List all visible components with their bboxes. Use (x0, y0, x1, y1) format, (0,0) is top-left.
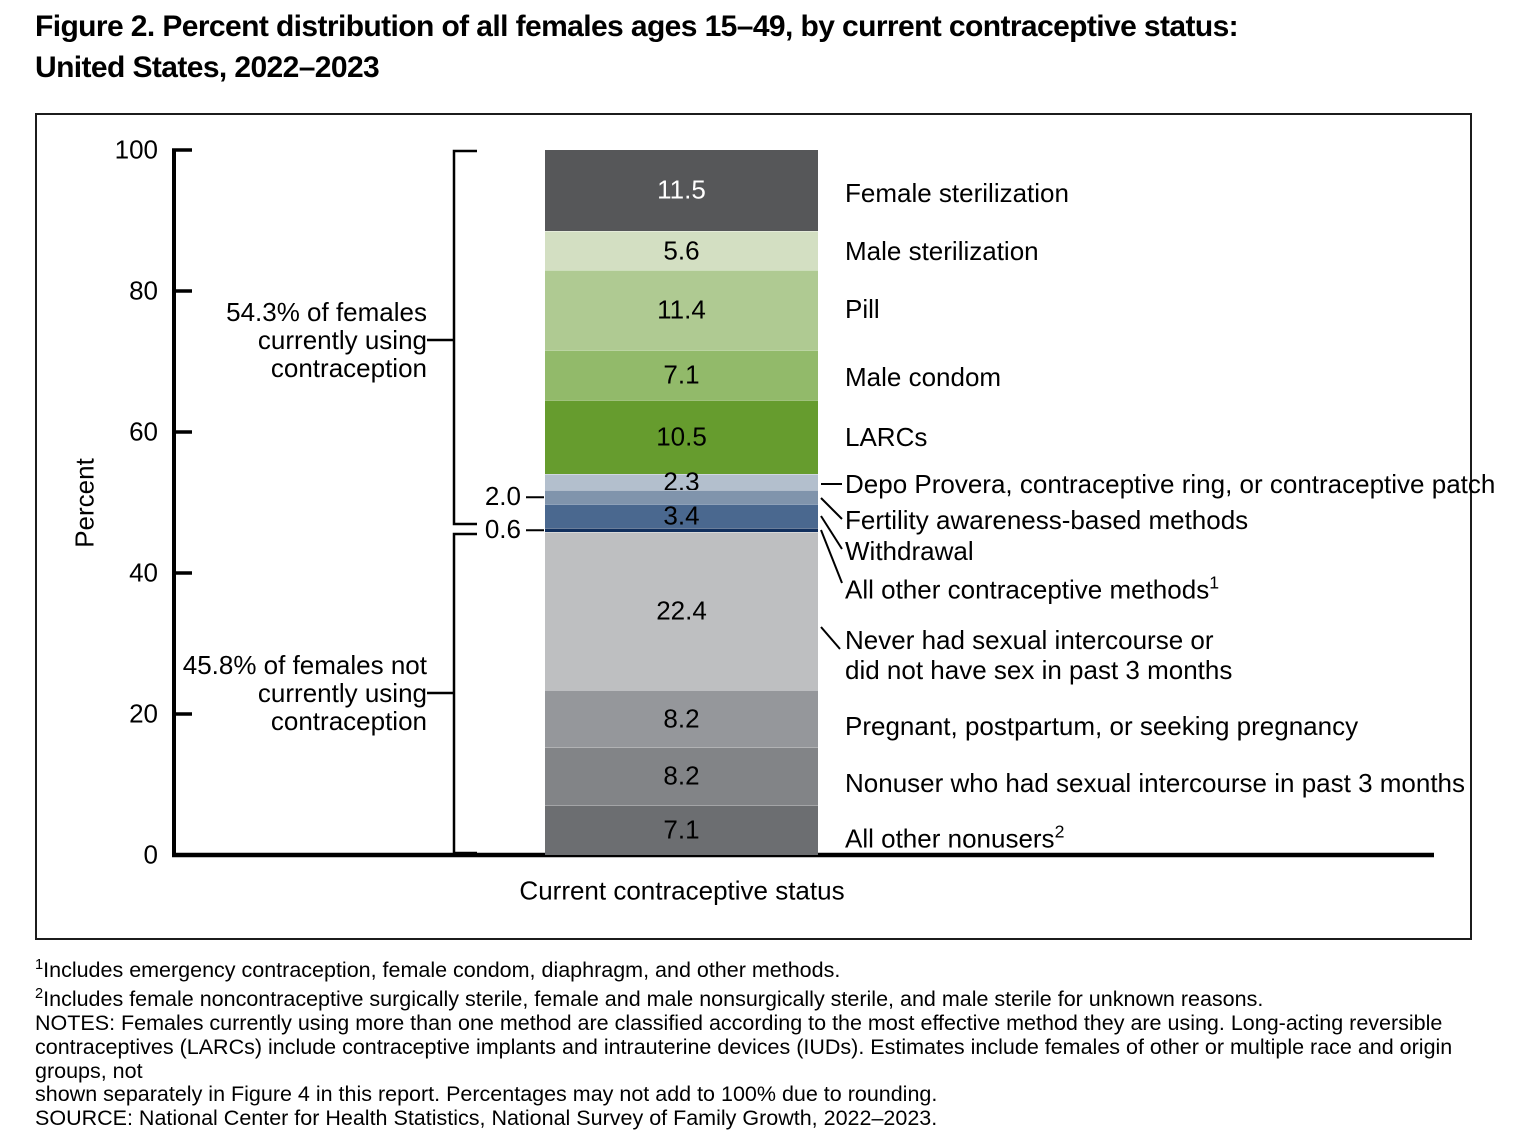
segment-label-sup: 2 (1054, 821, 1065, 842)
segment-label-line: Never had sexual intercourse or (845, 625, 1214, 655)
segment-label-10: Pregnant, postpartum, or seeking pregnan… (845, 711, 1359, 741)
figure-title-line-2: United States, 2022–2023 (35, 51, 380, 84)
segment-value-7: 3.4 (663, 500, 700, 531)
y-tick-label-40: 40 (129, 557, 158, 588)
segment-value-9: 22.4 (656, 595, 707, 626)
segment-label-9: Never had sexual intercourse or did not h… (845, 625, 1232, 685)
bar-segment-1 (545, 230, 818, 271)
annotation-not-currently-using: 45.8% of females not currently using con… (183, 651, 427, 735)
bracket-not-currently-using (452, 532, 477, 855)
leader-all-other-methods (820, 529, 843, 584)
segment-value-4: 10.5 (656, 421, 707, 452)
bar-segment-7 (545, 504, 818, 529)
footnote-2: 2Includes female noncontraceptive surgic… (35, 983, 1515, 1012)
segment-value-1: 5.6 (663, 234, 700, 265)
bar-segment-11 (545, 747, 818, 806)
chart-area: Percent Current contraceptive status 54.… (35, 113, 1495, 940)
x-axis-title: Current contraceptive status (519, 875, 845, 906)
bracket-currently-using (452, 149, 477, 526)
y-axis-title: Percent (69, 458, 100, 548)
footnote-1-text: Includes emergency contraception, female… (43, 958, 841, 983)
figure-title-line-1: Figure 2. Percent distribution of all fe… (35, 10, 1239, 43)
footnote-1: 1Includes emergency contraception, femal… (35, 954, 1515, 983)
bar-segment-6 (545, 490, 818, 505)
annotation-currently-using: 54.3% of females currently using contrac… (226, 298, 427, 382)
segment-label-1: Male sterilization (845, 236, 1039, 266)
bar-segment-4 (545, 400, 818, 475)
segment-value-0: 11.5 (657, 174, 706, 205)
figure-title: Figure 2. Percent distribution of all fe… (35, 6, 1239, 88)
segment-label-7: Withdrawal (845, 536, 974, 566)
segment-label-3: Male condom (845, 362, 1002, 392)
footnote-2-marker: 2 (35, 985, 44, 1002)
leader-withdrawal (820, 515, 843, 550)
segment-value-2: 11.4 (657, 294, 706, 325)
segment-label-sup: 1 (1209, 572, 1220, 593)
bar-segment-8 (545, 528, 818, 533)
segment-label-4: LARCs (845, 422, 928, 452)
source-line: SOURCE: National Center for Health Stati… (35, 1106, 938, 1131)
segment-label-2: Pill (845, 294, 880, 324)
segment-label-12: All other nonusers2 (845, 821, 1065, 854)
segment-left-value-6: 2.0 (484, 481, 521, 512)
leader-fertility-awareness (820, 497, 843, 520)
y-tick-label-0: 0 (143, 839, 158, 870)
notes-line-2: contraceptives (LARCs) include contracep… (35, 1034, 1453, 1083)
segment-value-12: 7.1 (663, 814, 700, 845)
annotation-line: currently using (257, 325, 427, 355)
segment-label-0: Female sterilization (845, 178, 1069, 208)
annotation-line: 54.3% of females (226, 297, 427, 327)
segment-value-11: 8.2 (663, 760, 700, 791)
bar-segment-12 (545, 805, 818, 855)
notes-line-1: NOTES: Females currently using more than… (35, 1010, 1443, 1035)
segment-label-11: Nonuser who had sexual intercourse in pa… (845, 768, 1466, 798)
bar-segment-10 (545, 689, 818, 748)
segment-left-value-8: 0.6 (484, 514, 521, 545)
bar-segment-3 (545, 350, 818, 401)
y-tick-label-100: 100 (114, 134, 158, 165)
bar-segment-2 (545, 270, 818, 351)
annotation-line: currently using (257, 678, 427, 708)
annotation-line: contraception (270, 706, 427, 736)
y-tick-label-20: 20 (129, 698, 158, 729)
bar-segment-0 (545, 150, 818, 231)
segment-label-6: Fertility awareness-based methods (845, 505, 1249, 535)
footnote-1-marker: 1 (35, 957, 44, 973)
segment-label-line: did not have sex in past 3 months (845, 655, 1233, 685)
footnote-2-text: Includes female noncontraceptive surgica… (43, 987, 1264, 1012)
segment-value-10: 8.2 (663, 703, 700, 734)
bar-segment-5 (545, 474, 818, 491)
annotation-line: 45.8% of females not (182, 650, 427, 680)
segment-label-5: Depo Provera, contraceptive ring, or con… (845, 469, 1496, 499)
notes-line-3: shown separately in Figure 4 in this rep… (35, 1082, 938, 1107)
segment-label-8: All other contraceptive methods1 (845, 572, 1220, 605)
y-tick-label-80: 80 (129, 275, 158, 306)
y-tick-label-60: 60 (129, 416, 158, 447)
footnotes: 1Includes emergency contraception, femal… (35, 954, 1515, 1131)
bar-segment-9 (545, 532, 818, 690)
segment-value-3: 7.1 (663, 359, 700, 390)
annotation-line: contraception (270, 353, 427, 383)
leader-never-had-intercourse (820, 626, 841, 650)
